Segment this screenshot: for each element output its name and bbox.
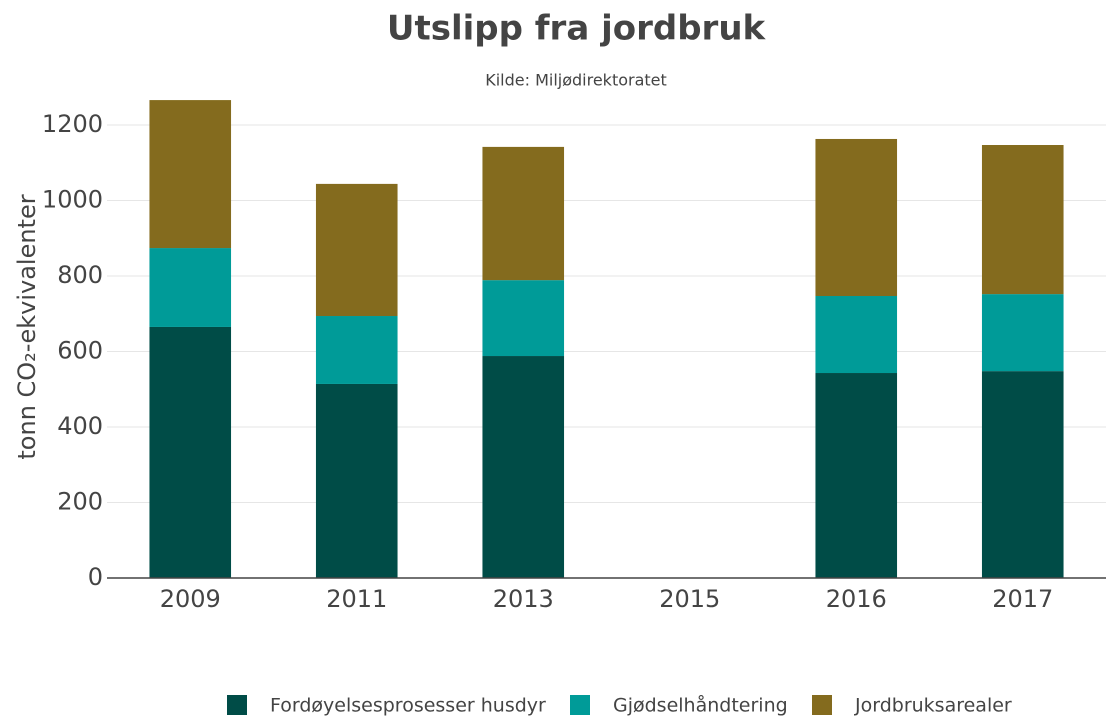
y-tick-label: 1200 xyxy=(42,110,103,138)
legend-label: Jordbruksarealer xyxy=(854,695,1012,717)
y-tick-label: 0 xyxy=(88,563,103,591)
y-tick-label: 600 xyxy=(57,337,103,365)
chart-subtitle: Kilde: Miljødirektoratet xyxy=(485,71,667,90)
legend-label: Fordøyelsesprosesser husdyr xyxy=(270,695,546,717)
legend-swatch xyxy=(812,695,832,715)
x-tick-label: 2013 xyxy=(493,585,554,613)
y-tick-label: 200 xyxy=(57,488,103,516)
legend-swatch xyxy=(227,695,247,715)
bar-segment xyxy=(981,371,1064,578)
legend-swatch xyxy=(570,695,590,715)
x-tick-label: 2016 xyxy=(826,585,887,613)
bar-segment xyxy=(149,100,232,249)
x-tick-label: 2015 xyxy=(659,585,720,613)
bar-segment xyxy=(482,280,565,357)
y-tick-label: 800 xyxy=(57,261,103,289)
bar-segment xyxy=(315,183,398,317)
legend-label: Gjødselhåndtering xyxy=(613,694,788,717)
x-tick-label: 2017 xyxy=(992,585,1053,613)
bar-segment xyxy=(482,146,565,281)
y-axis-label: tonn CO₂-ekvivalenter xyxy=(13,194,41,459)
bar-segment xyxy=(315,383,398,578)
bar-segment xyxy=(482,356,565,578)
bar-segment xyxy=(315,316,398,384)
x-tick-label: 2011 xyxy=(326,585,387,613)
bar-segment xyxy=(149,326,232,578)
bar-segment xyxy=(815,296,898,374)
bar-segment xyxy=(815,138,898,297)
chart-title: Utslipp fra jordbruk xyxy=(387,9,767,49)
y-tick-label: 1000 xyxy=(42,186,103,214)
bar-segment xyxy=(981,294,1064,372)
bar-segment xyxy=(149,248,232,327)
bar-segment xyxy=(815,373,898,578)
x-tick-label: 2009 xyxy=(160,585,221,613)
bar-segment xyxy=(981,145,1064,295)
y-tick-label: 400 xyxy=(57,412,103,440)
